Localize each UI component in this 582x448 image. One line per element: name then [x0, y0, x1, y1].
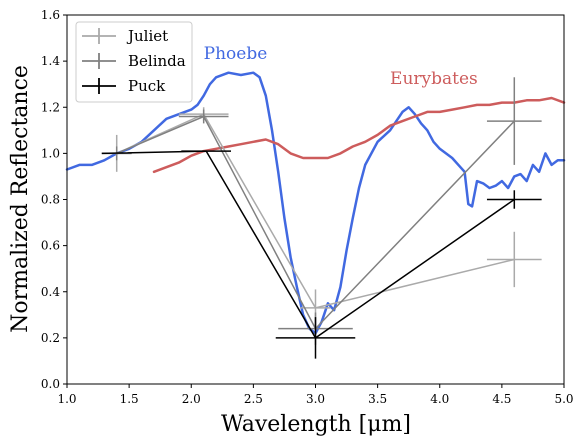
belinda-point — [486, 77, 542, 165]
legend-item-puck: Puck — [82, 77, 166, 95]
y-tick-label: 0.4 — [41, 285, 60, 299]
legend-label: Juliet — [126, 27, 168, 45]
y-tick-label: 0.0 — [41, 377, 60, 391]
x-axis-label: Wavelength [μm] — [221, 412, 411, 437]
plot-area — [65, 71, 566, 359]
y-tick-label: 1.6 — [41, 8, 60, 22]
legend: Juliet Belinda Puck — [75, 21, 193, 103]
puck-series — [101, 150, 542, 359]
y-axis-label: Normalized Reflectance — [8, 65, 33, 333]
y-tick-label: 1.0 — [41, 146, 60, 160]
x-tick-label: 2.5 — [244, 392, 263, 406]
x-tick-label: 1.0 — [57, 392, 76, 406]
y-tick-label: 0.2 — [41, 331, 60, 345]
legend-label: Puck — [128, 77, 166, 95]
y-tick-label: 0.8 — [41, 193, 60, 207]
annotations: Phoebe Eurybates — [204, 44, 478, 89]
y-tick-label: 0.6 — [41, 239, 60, 253]
eurybates-annotation: Eurybates — [390, 69, 478, 89]
y-tick-label: 1.2 — [41, 100, 60, 114]
juliet-point — [486, 231, 542, 288]
x-tick-label: 4.5 — [492, 392, 511, 406]
x-axis: 1.0 1.5 2.0 2.5 3.0 3.5 4.0 4.5 5.0 — [57, 384, 574, 406]
x-tick-label: 3.5 — [368, 392, 387, 406]
juliet-series — [101, 107, 542, 327]
x-tick-label: 1.5 — [120, 392, 139, 406]
puck-connector-line — [101, 150, 515, 339]
x-tick-label: 2.0 — [182, 392, 201, 406]
legend-box — [75, 21, 193, 103]
y-axis: 0.0 0.2 0.4 0.6 0.8 1.0 1.2 1.4 1.6 — [41, 8, 67, 391]
puck-point — [486, 190, 542, 209]
legend-label: Belinda — [128, 52, 186, 70]
x-tick-label: 4.0 — [430, 392, 449, 406]
belinda-connector-line — [116, 115, 515, 330]
legend-item-juliet: Juliet — [82, 27, 168, 45]
phoebe-annotation: Phoebe — [204, 44, 268, 64]
x-tick-label: 5.0 — [554, 392, 573, 406]
y-tick-label: 1.4 — [41, 54, 60, 68]
phoebe-spectrum-line — [65, 71, 566, 335]
x-tick-label: 3.0 — [306, 392, 325, 406]
phoebe-series — [65, 71, 566, 335]
legend-item-belinda: Belinda — [82, 52, 186, 70]
juliet-connector-line — [116, 113, 515, 309]
puck-point — [275, 317, 356, 359]
belinda-point — [178, 109, 229, 124]
